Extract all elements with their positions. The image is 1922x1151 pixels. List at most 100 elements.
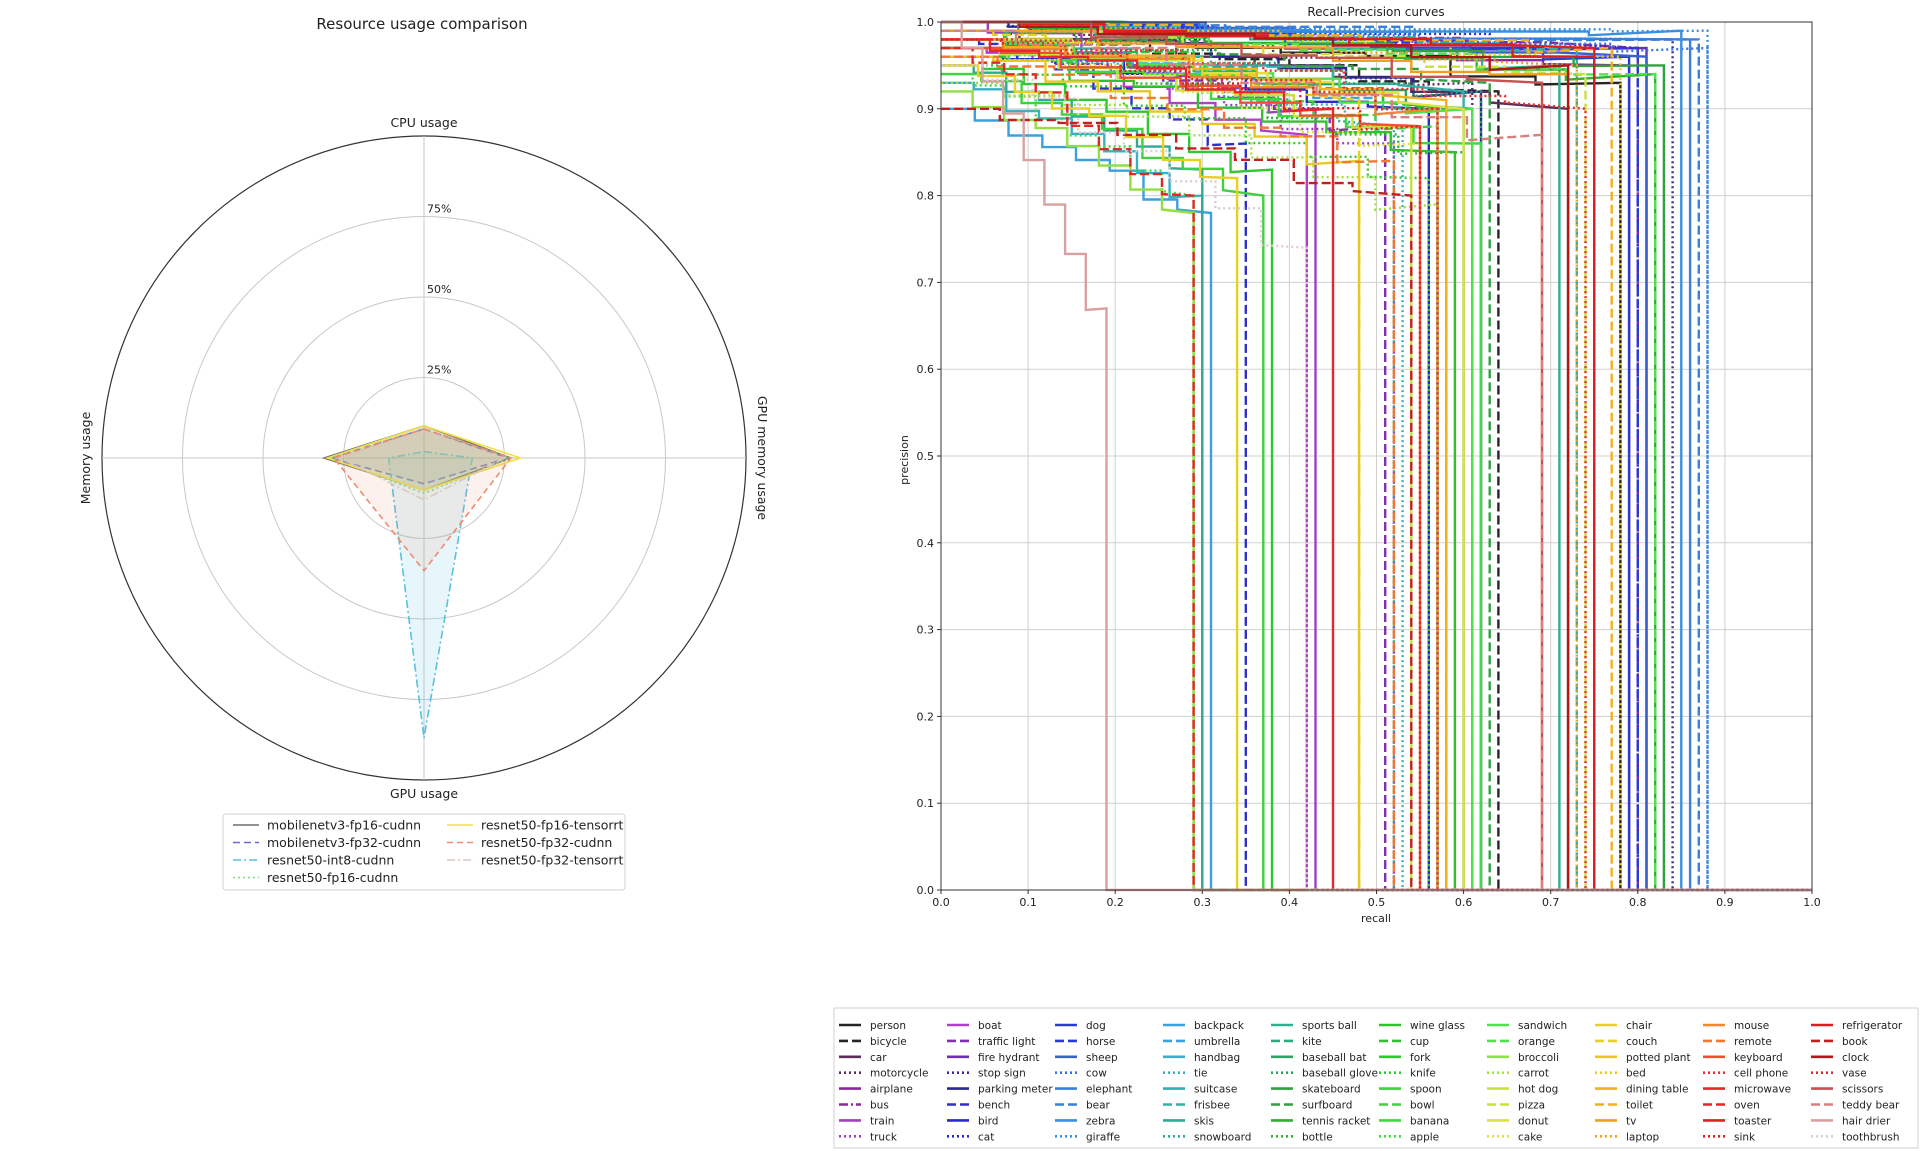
pr-legend-label-handbag: handbag [1194,1052,1240,1064]
pr-curve-banana [941,46,1812,892]
pr-legend-label-fork: fork [1410,1052,1431,1064]
pr-curve-chair [941,64,1812,892]
pr-legend-label-hot-dog: hot dog [1518,1084,1558,1096]
pr-legend-label-tv: tv [1626,1115,1636,1127]
pr-legend-label-knife: knife [1410,1068,1436,1080]
pr-curve-laptop [941,20,1812,892]
pr-curve-baseball-glove [941,29,1812,892]
pr-curve-tie [941,38,1812,892]
pr-curve-microwave [941,38,1812,892]
radar-ring-label-1: 25% [427,364,451,377]
pr-legend-label-spoon: spoon [1410,1084,1442,1096]
pr-legend-label-backpack: backpack [1194,1020,1245,1032]
pr-legend-label-clock: clock [1842,1052,1870,1064]
pr-legend-label-elephant: elephant [1086,1084,1132,1096]
radar-axis-label-cpu: CPU usage [390,115,457,130]
pr-legend-label-orange: orange [1518,1036,1555,1048]
pr-legend-label-cat: cat [978,1131,994,1143]
radar-legend-label-resnet50-fp32-cudnn: resnet50-fp32-cudnn [481,835,612,850]
radar-chart: Resource usage comparison 25% 50% 75% CPU … [78,15,770,891]
pr-legend-label-book: book [1842,1036,1869,1048]
pr-legend-label-hair-drier: hair drier [1842,1115,1891,1127]
pr-curve-broccoli [941,90,1812,892]
pr-curve-oven [941,46,1812,892]
pr-curve-bear [941,20,1812,892]
pr-curve-handbag [941,81,1812,892]
pr-xtick-label-9: 0.9 [1716,896,1734,909]
pr-legend-label-remote: remote [1734,1036,1772,1048]
radar-axis-label-gpu-memory: GPU memory usage [755,396,770,521]
radar-legend-label-resnet50-fp16-cudnn: resnet50-fp16-cudnn [267,870,398,885]
pr-curve-cake [941,46,1812,892]
pr-legend-label-bird: bird [978,1115,998,1127]
pr-xtick-label-4: 0.4 [1281,896,1299,909]
pr-curve-cell-phone [941,38,1812,892]
pr-xtick-label-3: 0.3 [1194,896,1212,909]
pr-curve-donut [941,38,1812,892]
pr-legend-label-sink: sink [1734,1131,1756,1143]
pr-legend-label-banana: banana [1410,1115,1449,1127]
pr-legend-label-cow: cow [1086,1068,1107,1080]
pr-legend-label-skateboard: skateboard [1302,1084,1361,1096]
pr-legend-label-pizza: pizza [1518,1100,1545,1112]
radar-series-resnet50-fp32-tensorrt [338,431,507,501]
pr-legend-label-airplane: airplane [870,1084,913,1096]
radar-legend-frame [222,813,626,891]
pr-curve-carrot [941,81,1812,892]
pr-legend-label-bear: bear [1086,1100,1111,1112]
pr-legend-label-cake: cake [1518,1131,1542,1143]
pr-legend-label-sandwich: sandwich [1518,1020,1567,1032]
pr-legend-label-keyboard: keyboard [1734,1052,1783,1064]
pr-curve-hair-drier [941,20,1812,892]
pr-legend-label-cell-phone: cell phone [1734,1068,1788,1080]
pr-legend-label-couch: couch [1626,1036,1657,1048]
pr-legend-label-teddy-bear: teddy bear [1842,1100,1900,1112]
pr-legend-label-toaster: toaster [1734,1115,1772,1127]
pr-curve-knife [941,64,1812,892]
radar-series-resnet50-fp16-tensorrt [324,424,524,492]
pr-xtick-label-10: 1.0 [1803,896,1821,909]
pr-legend-label-broccoli: broccoli [1518,1052,1559,1064]
pr-legend-label-oven: oven [1734,1100,1760,1112]
pr-legend-label-baseball-bat: baseball bat [1302,1052,1367,1064]
pr-legend-label-dining-table: dining table [1626,1084,1688,1096]
pr-legend-label-laptop: laptop [1626,1131,1660,1143]
pr-chart: Recall-Precision curves 0.0 0.1 0.2 0.3 0.4 0… [833,5,1919,1149]
pr-legend-label-vase: vase [1842,1068,1867,1080]
pr-tick-labels: 0.0 0.1 0.2 0.3 0.4 0.5 0.6 0.7 0.8 0.9 1.0 0.0 0.1 0… [917,16,1821,909]
pr-legend-label-toothbrush: toothbrush [1842,1131,1900,1143]
pr-legend-label-mouse: mouse [1734,1020,1769,1032]
pr-curve-bench [941,38,1812,892]
pr-curve-clock [941,20,1812,892]
pr-legend-label-apple: apple [1410,1131,1439,1143]
radar-title: Resource usage comparison [316,15,527,33]
pr-legend-label-sheep: sheep [1086,1052,1118,1064]
pr-legend-label-surfboard: surfboard [1302,1100,1352,1112]
radar-series-resnet50-int8-cudnn [387,450,474,739]
pr-legend-label-fire-hydrant: fire hydrant [978,1052,1040,1064]
pr-curve-zebra [941,20,1812,892]
pr-ytick-label-7: 0.7 [917,276,935,289]
pr-legend-label-stop-sign: stop sign [978,1068,1026,1080]
radar-ring-label-3: 75% [427,203,451,216]
pr-legend-label-motorcycle: motorcycle [870,1068,928,1080]
pr-xtick-label-5: 0.5 [1368,896,1386,909]
pr-curve-tv [941,29,1812,892]
pr-curve-dining-table [941,38,1812,892]
pr-legend-label-wine-glass: wine glass [1410,1020,1465,1032]
pr-ytick-label-10: 1.0 [917,16,935,29]
pr-title: Recall-Precision curves [1307,5,1444,19]
pr-legend-label-chair: chair [1626,1020,1653,1032]
pr-xtick-label-6: 0.6 [1455,896,1473,909]
pr-legend-frame [833,1007,1919,1149]
pr-legend-label-bus: bus [870,1100,889,1112]
pr-curve-refrigerator [941,20,1812,892]
pr-ytick-label-3: 0.3 [917,624,935,637]
pr-curve-potted-plant [941,55,1812,892]
pr-ytick-label-9: 0.9 [917,103,935,116]
pr-xtick-label-1: 0.1 [1019,896,1037,909]
pr-legend-label-microwave: microwave [1734,1084,1791,1096]
pr-legend-label-truck: truck [870,1131,898,1143]
pr-legend-label-skis: skis [1194,1115,1214,1127]
